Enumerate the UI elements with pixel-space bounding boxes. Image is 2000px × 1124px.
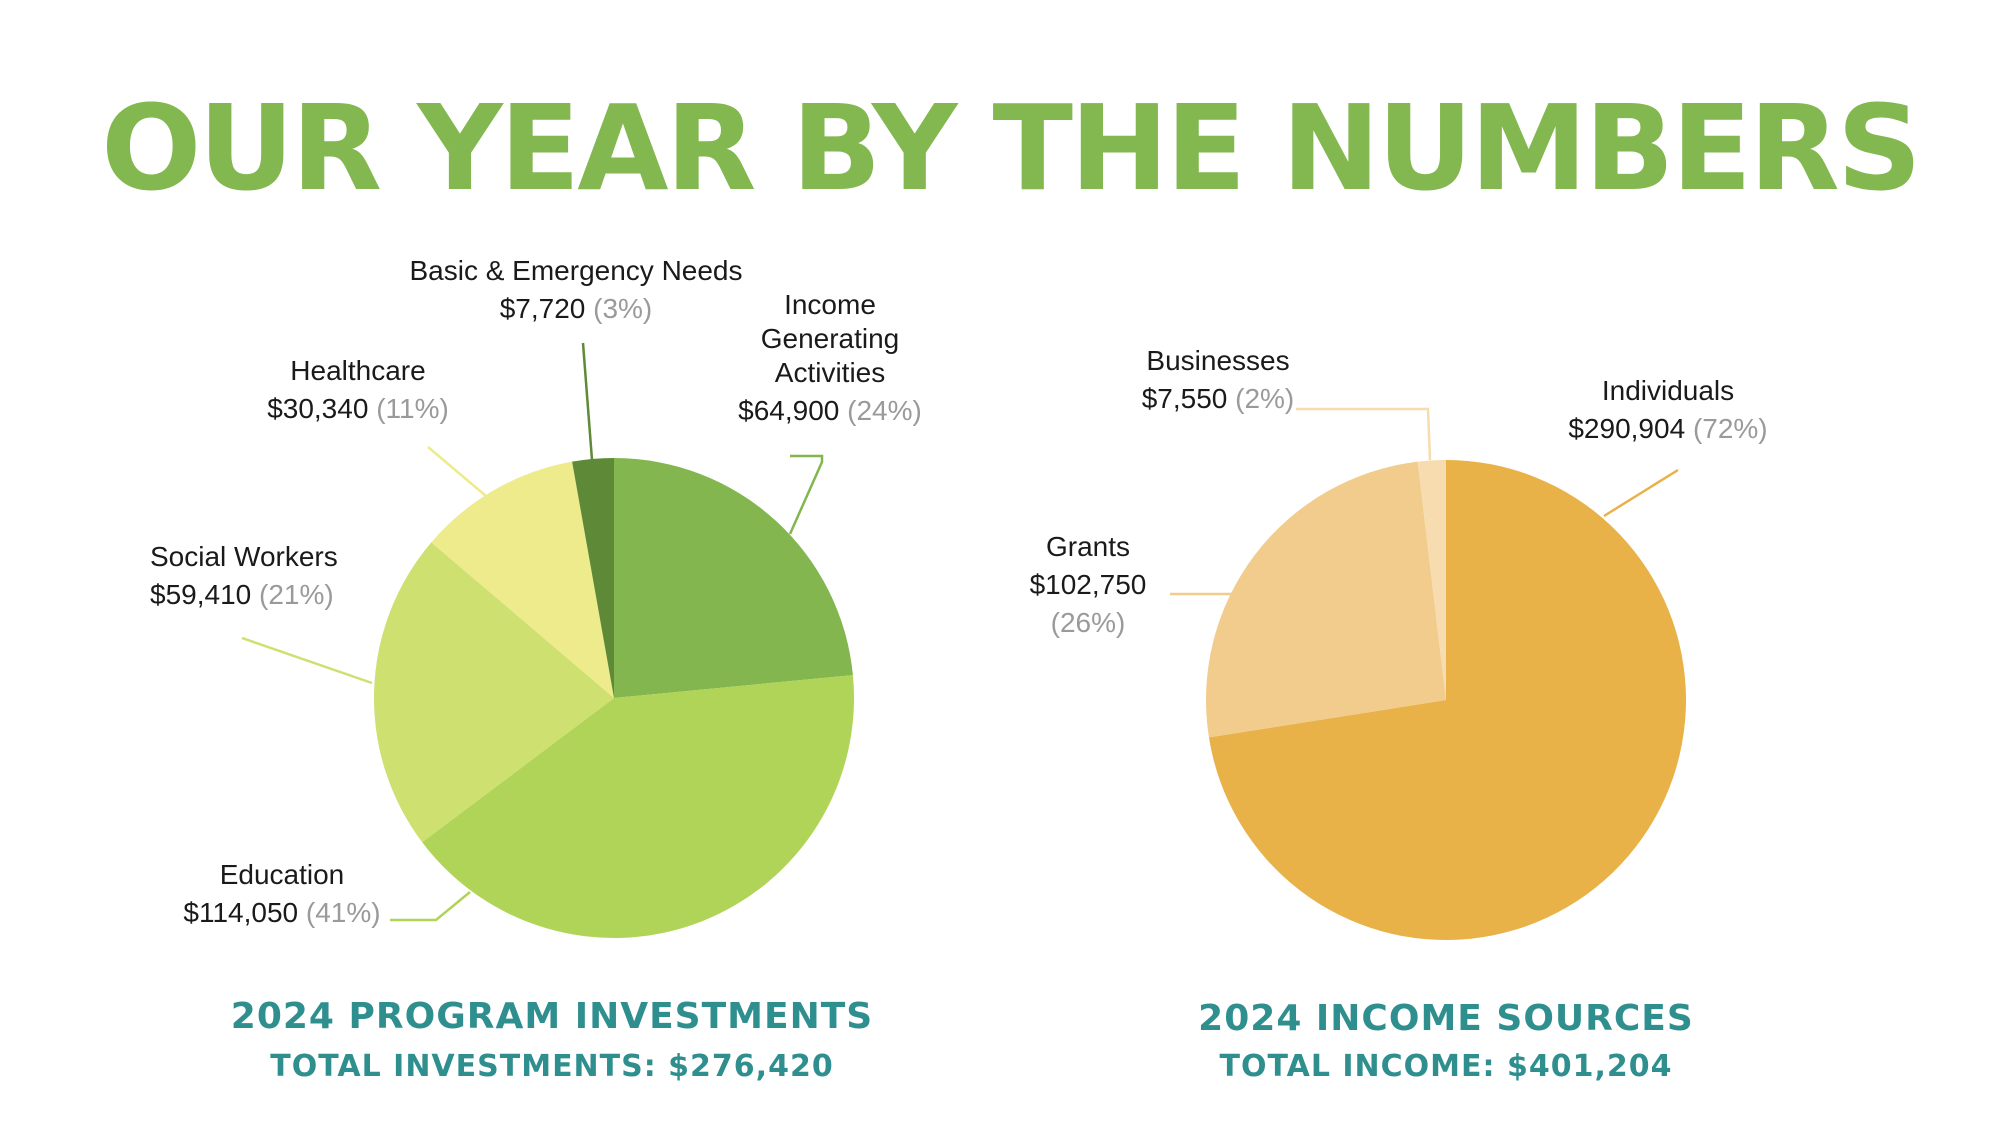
slice-percent-grants: (26%) [1051, 607, 1126, 638]
slice-name-income-generating-activities: Activities [775, 357, 885, 388]
leader-line-businesses [1296, 407, 1432, 461]
pie-slice-social-workers [374, 542, 614, 843]
pie-chart-2024-income-sources: Individuals $290,904 (72%) Grants $102,750 (… [1030, 345, 1768, 1084]
slice-label-education: Education $114,050 (41%) [183, 859, 380, 928]
page-title: OUR YEAR BY THE NUMBERS [101, 79, 1922, 217]
slice-label-healthcare: Healthcare $30,340 (11%) [267, 355, 449, 424]
chart-title-2024-income-sources: 2024 INCOME SOURCES [1198, 998, 1694, 1039]
slice-name-businesses: Businesses [1146, 345, 1289, 376]
slice-name-education: Education [220, 859, 345, 890]
slice-value-grants: $102,750 [1030, 569, 1147, 600]
slice-label-grants: Grants $102,750 (26%) [1030, 531, 1147, 638]
slice-name-grants: Grants [1046, 531, 1130, 562]
slice-name-income-generating-activities: Generating [761, 323, 900, 354]
slice-value-healthcare: $30,340 (11%) [267, 393, 449, 424]
slice-name-healthcare: Healthcare [290, 355, 425, 386]
slice-value-education: $114,050 (41%) [183, 897, 380, 928]
slice-name-individuals: Individuals [1602, 375, 1734, 406]
slice-label-individuals: Individuals $290,904 (72%) [1568, 375, 1767, 444]
chart-title-2024-program-investments: 2024 PROGRAM INVESTMENTS [231, 996, 873, 1037]
pie-slice-basic-and-emergency-needs [572, 458, 614, 698]
slice-value-income-generating-activities: $64,900 (24%) [738, 395, 922, 426]
pie-slice-grants [1206, 461, 1446, 738]
slice-value-individuals: $290,904 (72%) [1568, 413, 1767, 444]
leader-line-basic-and-emergency-needs [581, 342, 594, 461]
slice-value-social-workers: $59,410 (21%) [150, 579, 334, 610]
slice-value-basic-and-emergency-needs: $7,720 (3%) [500, 293, 653, 324]
leader-line-healthcare [427, 446, 487, 497]
pie-slice-income-generating-activities [614, 458, 853, 698]
slice-label-social-workers: Social Workers $59,410 (21%) [150, 541, 338, 610]
slice-name-social-workers: Social Workers [150, 541, 338, 572]
slice-label-businesses: Businesses $7,550 (2%) [1142, 345, 1295, 414]
slice-label-basic-and-emergency-needs: Basic & Emergency Needs $7,720 (3%) [409, 255, 742, 324]
chart-subtitle-2024-income-sources: TOTAL INCOME: $401,204 [1220, 1049, 1673, 1084]
leader-line-social-workers [241, 636, 373, 685]
leader-line-individuals [1603, 468, 1679, 518]
leader-line-income-generating-activities [788, 454, 824, 535]
pie-slice-individuals [1208, 460, 1687, 941]
pie-slice-healthcare [431, 461, 614, 698]
slice-value-businesses: $7,550 (2%) [1142, 383, 1295, 414]
pie-slice-education [422, 675, 854, 939]
slice-name-income-generating-activities: Income [784, 289, 876, 320]
pie-slice-businesses [1417, 460, 1446, 700]
leader-line-education [390, 891, 471, 922]
chart-subtitle-2024-program-investments: TOTAL INVESTMENTS: $276,420 [270, 1049, 833, 1084]
slice-name-basic-and-emergency-needs: Basic & Emergency Needs [409, 255, 742, 286]
